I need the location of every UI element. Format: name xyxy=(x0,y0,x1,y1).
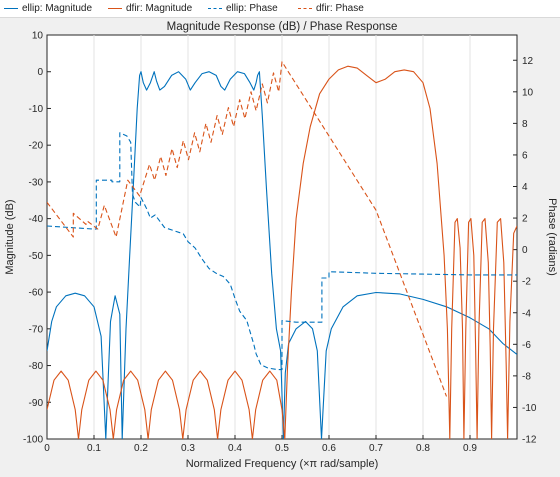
x-tick-label: 0 xyxy=(44,443,50,454)
y-axis-right: 12 10 8 6 4 2 0 -2 -4 -6 -8 -10 -12 xyxy=(513,56,537,446)
y-left-tick-label: -100 xyxy=(23,435,43,446)
legend-swatch-dfir-magnitude xyxy=(108,8,122,9)
y-axis-left-label: Magnitude (dB) xyxy=(4,199,16,274)
dfir-magnitude-line xyxy=(47,65,517,439)
y-right-tick-label: -6 xyxy=(522,340,531,351)
y-left-tick-label: -80 xyxy=(29,361,44,372)
y-right-tick-label: 6 xyxy=(522,150,528,161)
ellip-phase-line xyxy=(47,132,517,371)
y-left-tick-label: -20 xyxy=(29,141,44,152)
y-right-tick-label: -10 xyxy=(522,403,537,414)
x-tick-label: 0.9 xyxy=(463,443,477,454)
legend-swatch-dfir-phase xyxy=(298,8,312,9)
y-left-tick-label: 10 xyxy=(32,31,44,42)
y-right-tick-label: 0 xyxy=(522,245,528,256)
x-axis: 0 0.1 0.2 0.3 0.4 0.5 0.6 0.7 0.8 0.9 xyxy=(44,435,477,454)
y-right-tick-label: -2 xyxy=(522,277,531,288)
legend-label: dfir: Magnitude xyxy=(126,3,193,14)
y-right-tick-label: 4 xyxy=(522,182,528,193)
legend-label: ellip: Phase xyxy=(226,3,278,14)
y-right-tick-label: 8 xyxy=(522,119,528,130)
x-tick-label: 0.5 xyxy=(275,443,289,454)
grid xyxy=(93,35,471,439)
y-left-tick-label: -40 xyxy=(29,214,44,225)
dfir-phase-line xyxy=(47,61,448,397)
x-tick-label: 0.7 xyxy=(369,443,383,454)
x-tick-label: 0.3 xyxy=(181,443,195,454)
x-tick-label: 0.1 xyxy=(87,443,101,454)
series-layer xyxy=(47,61,517,439)
legend: ellip: Magnitude dfir: Magnitude ellip: … xyxy=(0,0,560,18)
y-left-tick-label: -10 xyxy=(29,104,44,115)
legend-item-ellip-phase[interactable]: ellip: Phase xyxy=(208,2,278,15)
y-right-tick-label: -4 xyxy=(522,308,531,319)
x-tick-label: 0.8 xyxy=(416,443,430,454)
y-left-tick-label: -60 xyxy=(29,288,44,299)
legend-swatch-ellip-magnitude xyxy=(4,8,18,9)
legend-label: ellip: Magnitude xyxy=(22,3,93,14)
legend-item-dfir-magnitude[interactable]: dfir: Magnitude xyxy=(108,2,192,15)
y-axis-right-label: Phase (radians) xyxy=(546,198,558,276)
chart: 0 0.1 0.2 0.3 0.4 0.5 0.6 0.7 0.8 0.9 100-10-20-3… xyxy=(4,21,558,470)
y-right-tick-label: 12 xyxy=(522,56,534,67)
chart-title: Magnitude Response (dB) / Phase Response xyxy=(167,21,398,33)
y-left-tick-label: -90 xyxy=(29,398,44,409)
y-left-tick-label: -70 xyxy=(29,324,44,335)
y-right-tick-label: -8 xyxy=(522,371,531,382)
legend-item-dfir-phase[interactable]: dfir: Phase xyxy=(298,2,364,15)
x-axis-label: Normalized Frequency (×π rad/sample) xyxy=(186,458,379,470)
legend-label: dfir: Phase xyxy=(316,3,364,14)
x-tick-label: 0.6 xyxy=(322,443,336,454)
x-tick-label: 0.4 xyxy=(228,443,242,454)
y-right-tick-label: -12 xyxy=(522,435,537,446)
y-axis-left: 10 0 -10 -20 -30 -40 -50 -60 -70 -80 -90 -100 xyxy=(23,31,51,446)
y-left-tick-label: -30 xyxy=(29,177,44,188)
y-right-tick-label: 2 xyxy=(522,214,528,225)
y-left-tick-label: -50 xyxy=(29,251,44,262)
ellip-magnitude-line xyxy=(47,71,517,439)
y-left-tick-label: 0 xyxy=(37,67,43,78)
x-tick-label: 0.2 xyxy=(134,443,148,454)
legend-swatch-ellip-phase xyxy=(208,8,222,9)
legend-item-ellip-magnitude[interactable]: ellip: Magnitude xyxy=(4,2,92,15)
y-right-tick-label: 10 xyxy=(522,87,534,98)
